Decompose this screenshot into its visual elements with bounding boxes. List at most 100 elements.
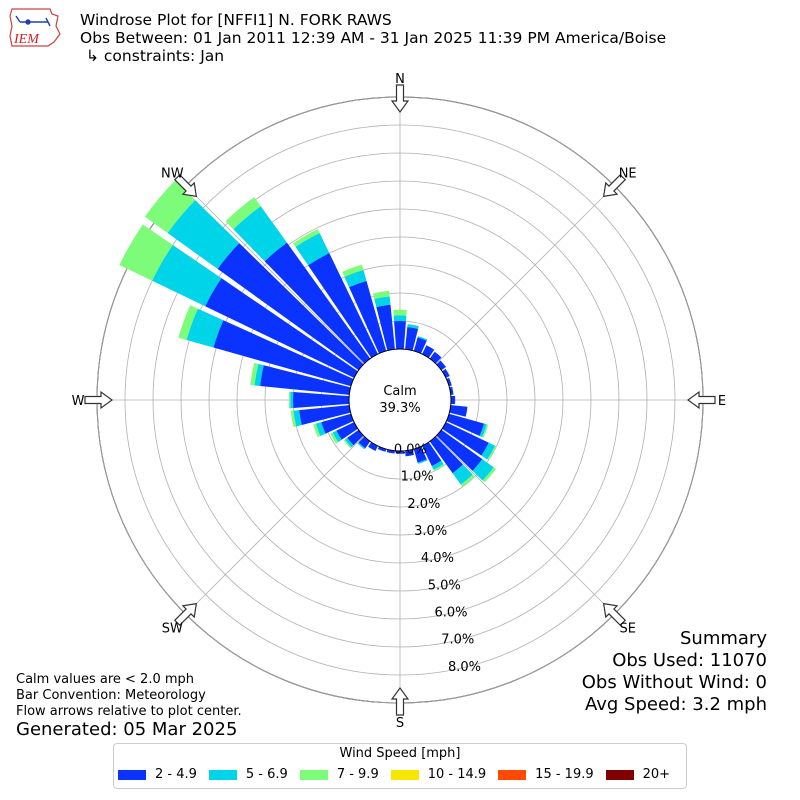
ring-gridline (208, 208, 592, 592)
rose-bar-segment (292, 391, 350, 409)
rose-bar-segment (250, 362, 259, 386)
rose-bar-segment (290, 410, 297, 428)
calm-label: Calm (383, 384, 416, 399)
rose-bar-segment (446, 413, 485, 436)
compass-label: SW (162, 622, 183, 637)
legend-title: Wind Speed [mph] (339, 746, 461, 761)
legend-label: 20+ (642, 767, 671, 782)
compass-label: N (395, 72, 405, 87)
radial-gridline (185, 185, 365, 365)
legend-items: 2 - 4.9 5 - 6.9 7 - 9.9 10 - 14.9 15 - 19.9 2… (118, 767, 682, 782)
rose-bar-segment (442, 422, 489, 456)
rose-bar-segment (260, 365, 351, 395)
rose-bar-segment (405, 326, 419, 351)
generated-date: Generated: 05 Mar 2025 (16, 719, 238, 740)
legend-item: 2 - 4.9 (118, 767, 197, 782)
iem-logo: IEM (9, 8, 61, 47)
rose-bar-segment (152, 245, 222, 307)
rose-bar-segment (217, 243, 364, 371)
rose-bar-segment (407, 324, 419, 329)
rose-bar-segment (357, 442, 366, 450)
rose-bar-segment (343, 439, 352, 449)
legend-item: 15 - 19.9 (498, 767, 594, 782)
rose-bar-segment (374, 296, 391, 308)
rose-bar-segment (487, 445, 497, 461)
rose-bar-segment (119, 224, 173, 281)
rose-bar-segment (332, 430, 342, 443)
rose-bar-segment (321, 413, 354, 434)
constraints-text: ↳ constraints: Jan (86, 47, 225, 65)
compass-label: E (718, 394, 726, 409)
chart-overlay: 0.0% 1.0% 2.0% 3.0% 4.0% 5.0% 6.0% 7.0% 8.0% N NE E… (72, 72, 727, 731)
calm-value: 39.3% (379, 401, 420, 416)
radial-tick-label: 0.0% (394, 442, 427, 457)
rose-bar-segment (394, 321, 406, 350)
chart-title: Windrose Plot for [NFFI1] N. FORK RAWS (80, 11, 392, 29)
rose-bar-segment (293, 229, 320, 247)
rose-bar-segment (295, 232, 330, 266)
radial-tick-label: 2.0% (407, 497, 440, 512)
compass-label: NW (161, 166, 184, 181)
summary-heading: Summary (680, 628, 767, 649)
radial-gridline (435, 435, 615, 615)
rose-bar-segment (299, 405, 351, 426)
rose-bar-segment (405, 449, 414, 457)
chart-subtitle: Obs Between: 01 Jan 2011 12:39 AM - 31 J… (80, 29, 667, 47)
calm-circle (348, 348, 452, 452)
rose-bar-segment (449, 405, 468, 417)
radial-gridline (185, 435, 365, 615)
rose-bar-segment (479, 423, 487, 438)
rose-bar-segment (413, 446, 427, 463)
legend-item: 20+ (605, 767, 671, 782)
rose-bar-segment (460, 474, 475, 487)
compass-label: NE (619, 166, 637, 181)
legend-swatch (118, 769, 146, 780)
rose-bar-segment (336, 422, 358, 440)
windrose-bars (119, 180, 497, 487)
ring-gridline (236, 236, 564, 564)
rose-bar-segment (349, 280, 387, 354)
ring-gridline (124, 124, 676, 676)
flow-arrow-icon (173, 602, 198, 627)
radial-tick-label: 4.0% (421, 551, 454, 566)
compass-label: S (396, 716, 404, 731)
legend-label: 10 - 14.9 (427, 767, 487, 782)
rose-bar-segment (436, 429, 483, 471)
flow-arrow-icon (84, 390, 114, 410)
rose-bar-segment (347, 429, 364, 446)
rose-bar-segment (167, 200, 240, 269)
legend-swatch (390, 769, 419, 780)
rose-bar-segment (449, 386, 454, 395)
rose-bar-segment (213, 320, 354, 387)
calm-note: Calm values are < 2.0 mph (16, 672, 195, 687)
logo-text: IEM (13, 32, 40, 47)
summary-obs-without-wind: Obs Without Wind: 0 (581, 672, 767, 693)
flow-arrow-icon (173, 173, 198, 198)
rose-bar-segment (446, 377, 452, 387)
rose-bar-segment (436, 360, 446, 371)
rose-bar-segment (205, 278, 358, 378)
radial-gridline (435, 185, 615, 365)
ring-gridline (180, 180, 620, 620)
rose-bar-segment (254, 363, 264, 387)
compass-label: W (72, 394, 85, 409)
rose-bar-segment (413, 337, 427, 354)
legend: Wind Speed [mph] 2 - 4.9 5 - 6.9 7 - 9.9 10… (113, 743, 687, 789)
rose-bar-segment (225, 197, 261, 230)
legend-item: 5 - 6.9 (208, 767, 288, 782)
summary-obs-used: Obs Used: 11070 (612, 650, 767, 671)
radial-tick-label: 5.0% (428, 578, 461, 593)
rose-bar-segment (368, 442, 378, 452)
legend-label: 7 - 9.9 (336, 767, 379, 782)
rose-bar-segment (233, 206, 287, 262)
radial-tick-label: 8.0% (448, 660, 481, 675)
flow-arrow-icon (602, 173, 627, 198)
rose-bar-segment (452, 464, 473, 485)
radial-tick-label: 1.0% (401, 470, 434, 485)
rose-bar-segment (344, 270, 367, 288)
rose-bar-segment (376, 304, 395, 351)
rose-bar-segment (308, 253, 378, 358)
flow-arrows-note: Flow arrows relative to plot center. (16, 704, 242, 719)
rose-bar-segment (417, 336, 428, 341)
